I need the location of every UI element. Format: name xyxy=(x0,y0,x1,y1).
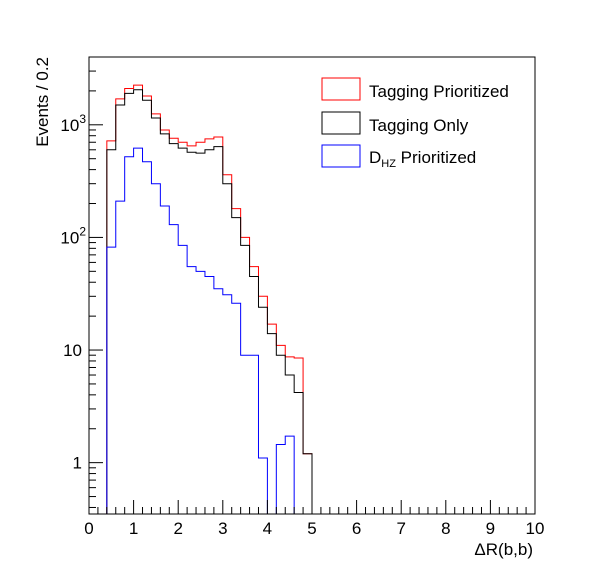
x-tick-label: 10 xyxy=(526,519,545,538)
legend-label-dhz-main: D xyxy=(369,148,381,167)
x-tick-label: 1 xyxy=(129,519,138,538)
legend: Tagging Prioritized Tagging Only DHZ Pri… xyxy=(321,77,509,170)
x-tick-label: 0 xyxy=(84,519,93,538)
x-tick-label: 9 xyxy=(486,519,495,538)
series-tagging-only xyxy=(106,89,313,514)
y-tick-label-exponent: 2 xyxy=(79,224,86,238)
series-layer xyxy=(106,84,313,515)
axis-ticks xyxy=(88,56,536,514)
x-tick-label: 2 xyxy=(173,519,182,538)
y-axis-title: Events / 0.2 xyxy=(33,57,52,147)
y-tick-label: 102 xyxy=(60,224,86,247)
legend-swatch-tagging-only xyxy=(321,111,361,135)
x-tick-label: 4 xyxy=(263,519,272,538)
legend-swatch-tagging-prioritized xyxy=(321,77,361,101)
x-axis-title: ΔR(b,b) xyxy=(474,540,533,559)
x-tick-label: 5 xyxy=(307,519,316,538)
x-tick-label: 7 xyxy=(396,519,405,538)
x-tick-label: 6 xyxy=(352,519,361,538)
legend-label-tagging-only: Tagging Only xyxy=(369,116,469,135)
y-tick-label: 103 xyxy=(60,112,86,135)
legend-label-dhz-prioritized: DHZ Prioritized xyxy=(369,148,476,170)
x-tick-label: 3 xyxy=(218,519,227,538)
legend-label-dhz-rest: Prioritized xyxy=(396,148,476,167)
legend-swatch-dhz-prioritized xyxy=(321,144,361,168)
y-tick-label: 10 xyxy=(63,341,82,360)
y-tick-label: 1 xyxy=(73,454,82,473)
series-d-hz-prioritized xyxy=(106,147,312,515)
x-tick-label: 8 xyxy=(441,519,450,538)
y-tick-label-exponent: 3 xyxy=(79,112,86,126)
y-tick-label-mantissa: 10 xyxy=(60,228,79,247)
legend-label-tagging-prioritized: Tagging Prioritized xyxy=(369,82,509,101)
series-tagging-prioritized xyxy=(106,84,313,514)
legend-label-dhz-sub: HZ xyxy=(381,158,396,170)
y-tick-label-mantissa: 10 xyxy=(60,116,79,135)
